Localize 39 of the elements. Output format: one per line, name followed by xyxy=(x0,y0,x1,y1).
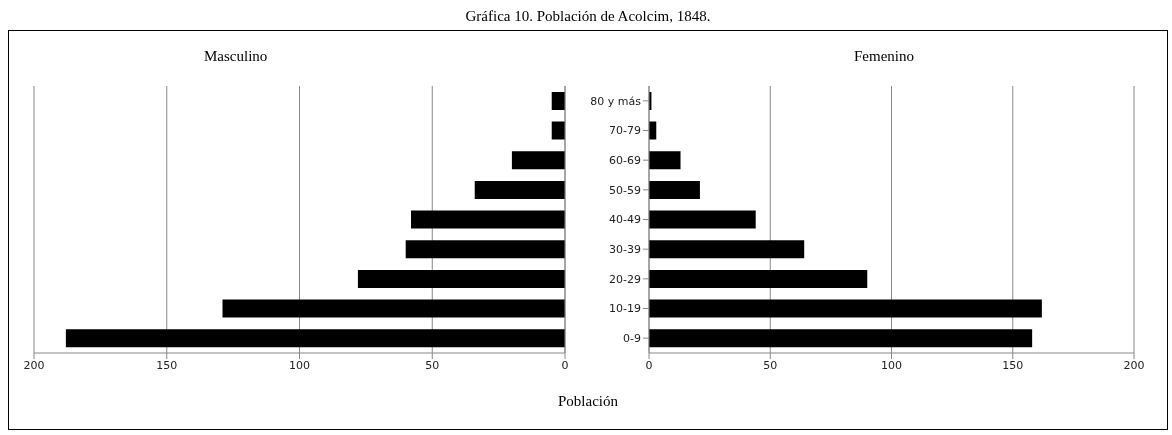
y-tick-label: 10-19 xyxy=(609,302,641,316)
x-tick-label: 100 xyxy=(881,358,902,372)
bar xyxy=(649,210,756,229)
y-tick-label: 0-9 xyxy=(623,332,641,346)
x-tick-label: 150 xyxy=(156,358,178,372)
x-tick-label: 150 xyxy=(1002,358,1024,372)
bar xyxy=(405,240,565,259)
bar xyxy=(649,329,1033,348)
bar xyxy=(649,151,681,170)
x-axis-title: Población xyxy=(557,393,619,410)
y-tick-label: 20-29 xyxy=(609,272,641,286)
bar xyxy=(65,329,565,348)
bar xyxy=(649,269,868,288)
x-tick-label: 50 xyxy=(763,358,778,372)
bar xyxy=(357,269,565,288)
bar xyxy=(222,299,565,318)
bar xyxy=(649,299,1042,318)
x-tick-label: 0 xyxy=(645,358,653,372)
bar xyxy=(511,151,565,170)
y-tick-label: 80 y más xyxy=(590,94,642,108)
bar xyxy=(411,210,565,229)
text: Femenino xyxy=(854,48,914,65)
y-tick-label: 30-39 xyxy=(609,243,641,257)
x-tick-label: 200 xyxy=(1123,358,1145,372)
x-tick-label: 50 xyxy=(425,358,440,372)
bar xyxy=(649,180,700,199)
x-tick-label: 200 xyxy=(23,358,45,372)
bar xyxy=(649,240,805,259)
chart-title: Gráfica 10. Población de Acolcim, 1848. xyxy=(464,8,712,25)
bar xyxy=(551,91,565,110)
y-tick-label: 60-69 xyxy=(609,154,641,168)
bar xyxy=(474,180,565,199)
x-tick-label: 100 xyxy=(289,358,310,372)
y-tick-label: 40-49 xyxy=(609,213,641,227)
text: Masculino xyxy=(204,48,268,65)
y-tick-label: 70-79 xyxy=(609,124,641,138)
y-tick-label: 50-59 xyxy=(609,183,641,197)
bar xyxy=(551,121,565,140)
x-tick-label: 0 xyxy=(561,358,569,372)
